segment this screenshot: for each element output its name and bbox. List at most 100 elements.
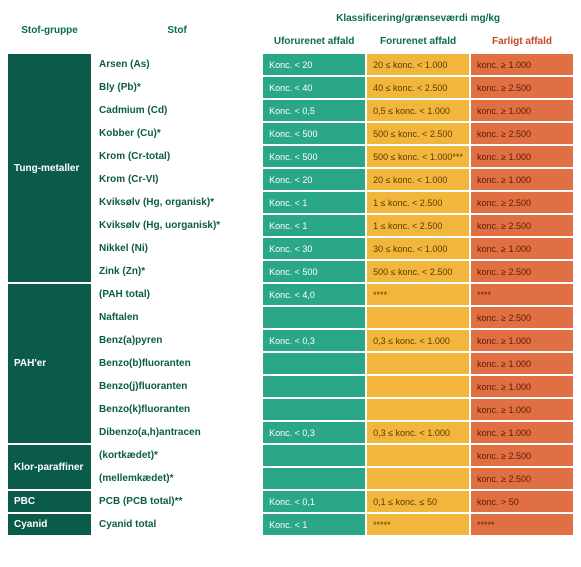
value-cell-c1: Konc. < 20 [262,53,366,76]
header-col2: Forurenet affald [366,30,470,53]
value-cell-c1 [262,375,366,398]
value-cell-c2: 500 ≤ konc. < 2.500 [366,260,470,283]
substance-cell: Krom (Cr-total) [92,145,262,168]
value-cell-c1: Konc. < 0,3 [262,421,366,444]
value-cell-c2 [366,398,470,421]
value-cell-c2: 1 ≤ konc. < 2.500 [366,214,470,237]
value-cell-c3: konc. ≥ 1.000 [470,168,574,191]
value-cell-c2: 0,5 ≤ konc. < 1.000 [366,99,470,122]
table-row: Cadmium (Cd)Konc. < 0,50,5 ≤ konc. < 1.0… [7,99,574,122]
substance-cell: Kviksølv (Hg, uorganisk)* [92,214,262,237]
table-row: PAH'er(PAH total)Konc. < 4,0******** [7,283,574,306]
classification-table: Stof-gruppe Stof Klassificering/grænsevæ… [6,6,575,537]
table-row: Klor-paraffiner(kortkædet)*konc. ≥ 2.500 [7,444,574,467]
value-cell-c2: 0,3 ≤ konc. < 1.000 [366,329,470,352]
value-cell-c3: ***** [470,513,574,536]
value-cell-c3: konc. ≥ 2.500 [470,122,574,145]
header-col1: Uforurenet affald [262,30,366,53]
substance-cell: Kobber (Cu)* [92,122,262,145]
substance-cell: Benzo(j)fluoranten [92,375,262,398]
group-cell: PBC [7,490,92,513]
value-cell-c3: konc. > 50 [470,490,574,513]
value-cell-c3: **** [470,283,574,306]
substance-cell: Naftalen [92,306,262,329]
value-cell-c2: 0,1 ≤ konc. ≤ 50 [366,490,470,513]
value-cell-c1 [262,444,366,467]
value-cell-c3: konc. ≥ 1.000 [470,237,574,260]
value-cell-c1: Konc. < 20 [262,168,366,191]
table-row: Krom (Cr-total)Konc. < 500500 ≤ konc. < … [7,145,574,168]
value-cell-c2: **** [366,283,470,306]
substance-cell: Benz(a)pyren [92,329,262,352]
table-row: Bly (Pb)*Konc. < 4040 ≤ konc. < 2.500kon… [7,76,574,99]
substance-cell: Krom (Cr-VI) [92,168,262,191]
substance-cell: Arsen (As) [92,53,262,76]
value-cell-c3: konc. ≥ 1.000 [470,421,574,444]
value-cell-c2: 20 ≤ konc. < 1.000 [366,168,470,191]
header-col3: Farligt affald [470,30,574,53]
table-row: Zink (Zn)*Konc. < 500500 ≤ konc. < 2.500… [7,260,574,283]
value-cell-c2: 0,3 ≤ konc. < 1.000 [366,421,470,444]
value-cell-c2 [366,375,470,398]
value-cell-c2: 1 ≤ konc. < 2.500 [366,191,470,214]
value-cell-c1: Konc. < 1 [262,513,366,536]
value-cell-c3: konc. ≥ 2.500 [470,306,574,329]
value-cell-c1: Konc. < 40 [262,76,366,99]
value-cell-c3: konc. ≥ 1.000 [470,398,574,421]
table-row: PBCPCB (PCB total)**Konc. < 0,10,1 ≤ kon… [7,490,574,513]
table-row: (mellemkædet)*konc. ≥ 2.500 [7,467,574,490]
value-cell-c2: 30 ≤ konc. < 1.000 [366,237,470,260]
value-cell-c1: Konc. < 0,1 [262,490,366,513]
header-group: Stof-gruppe [7,7,92,53]
value-cell-c1 [262,306,366,329]
table-row: Benzo(b)fluoranten konc. ≥ 1.000 [7,352,574,375]
value-cell-c1 [262,467,366,490]
header-substance: Stof [92,7,262,53]
substance-cell: PCB (PCB total)** [92,490,262,513]
value-cell-c3: konc. ≥ 1.000 [470,375,574,398]
value-cell-c2 [366,306,470,329]
value-cell-c1 [262,352,366,375]
value-cell-c2: 40 ≤ konc. < 2.500 [366,76,470,99]
value-cell-c1: Konc. < 1 [262,191,366,214]
substance-cell: Dibenzo(a,h)antracen [92,421,262,444]
value-cell-c3: konc. ≥ 2.500 [470,467,574,490]
value-cell-c3: konc. ≥ 1.000 [470,53,574,76]
table-row: Kviksølv (Hg, organisk)*Konc. < 11 ≤ kon… [7,191,574,214]
substance-cell: Nikkel (Ni) [92,237,262,260]
value-cell-c1: Konc. < 30 [262,237,366,260]
value-cell-c1: Konc. < 1 [262,214,366,237]
table-header: Stof-gruppe Stof Klassificering/grænsevæ… [7,7,574,53]
value-cell-c1: Konc. < 500 [262,122,366,145]
value-cell-c3: konc. ≥ 2.500 [470,444,574,467]
value-cell-c2: 500 ≤ konc. < 1.000*** [366,145,470,168]
group-cell: Cyanid [7,513,92,536]
value-cell-c1: Konc. < 500 [262,260,366,283]
value-cell-c3: konc. ≥ 1.000 [470,99,574,122]
value-cell-c2 [366,467,470,490]
table-row: Benzo(k)fluoranten konc. ≥ 1.000 [7,398,574,421]
value-cell-c2: ***** [366,513,470,536]
value-cell-c3: konc. ≥ 1.000 [470,352,574,375]
header-classification: Klassificering/grænseværdi mg/kg [262,7,574,30]
value-cell-c1 [262,398,366,421]
table-body: Tung-metallerArsen (As)Konc. < 2020 ≤ ko… [7,53,574,536]
value-cell-c3: konc. ≥ 2.500 [470,191,574,214]
value-cell-c3: konc. ≥ 2.500 [470,76,574,99]
value-cell-c3: konc. ≥ 2.500 [470,260,574,283]
table-row: Kviksølv (Hg, uorganisk)*Konc. < 11 ≤ ko… [7,214,574,237]
substance-cell: Benzo(b)fluoranten [92,352,262,375]
substance-cell: Cyanid total [92,513,262,536]
group-cell: PAH'er [7,283,92,444]
substance-cell: Benzo(k)fluoranten [92,398,262,421]
substance-cell: Bly (Pb)* [92,76,262,99]
value-cell-c3: konc. ≥ 1.000 [470,145,574,168]
group-cell: Klor-paraffiner [7,444,92,490]
substance-cell: Kviksølv (Hg, organisk)* [92,191,262,214]
value-cell-c1: Konc. < 500 [262,145,366,168]
substance-cell: (kortkædet)* [92,444,262,467]
table-row: Kobber (Cu)*Konc. < 500500 ≤ konc. < 2.5… [7,122,574,145]
table-row: Tung-metallerArsen (As)Konc. < 2020 ≤ ko… [7,53,574,76]
table-row: Naftalen konc. ≥ 2.500 [7,306,574,329]
substance-cell: Cadmium (Cd) [92,99,262,122]
